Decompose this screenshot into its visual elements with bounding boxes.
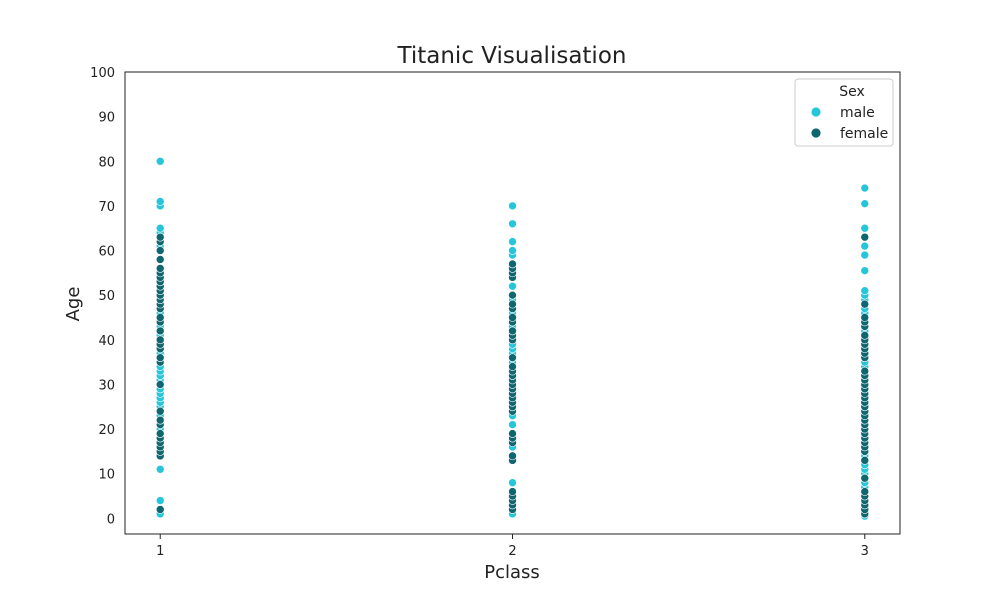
data-point-female <box>860 331 870 340</box>
legend-label-female: female <box>840 126 888 142</box>
data-point-male <box>508 219 517 229</box>
data-point-female <box>860 473 870 483</box>
x-axis-ticks: 1 2 3 <box>156 534 869 559</box>
y-tick-label: 50 <box>98 289 115 304</box>
data-point-female <box>508 451 517 461</box>
data-point-female <box>155 255 165 264</box>
data-point-male <box>155 223 165 233</box>
data-point-female <box>155 232 165 242</box>
data-point-female <box>155 380 165 389</box>
data-point-male <box>508 478 517 487</box>
data-point-male <box>860 223 870 233</box>
data-point-female <box>155 505 165 514</box>
legend-marker-male <box>810 106 822 118</box>
data-point-female <box>155 429 165 438</box>
data-point-male <box>508 246 517 255</box>
data-point-female <box>155 326 165 336</box>
data-point-female <box>508 326 517 336</box>
data-point-female <box>860 487 870 496</box>
data-point-male <box>860 183 870 193</box>
data-point-female <box>860 456 870 465</box>
data-point-male <box>860 266 870 275</box>
chart-title: Titanic Visualisation <box>397 43 627 69</box>
x-tick-label: 2 <box>508 544 516 559</box>
data-point-male <box>155 464 165 474</box>
data-point-female <box>860 299 870 309</box>
data-points <box>155 156 870 521</box>
legend-label-male: male <box>840 105 875 121</box>
data-point-female <box>155 246 165 255</box>
y-tick-label: 100 <box>90 66 115 81</box>
data-point-male <box>860 286 870 296</box>
data-point-female <box>155 415 165 425</box>
y-tick-label: 0 <box>107 512 115 527</box>
y-tick-label: 60 <box>98 245 115 260</box>
x-axis-label: Pclass <box>484 562 540 583</box>
data-point-female <box>508 290 517 300</box>
data-point-male <box>860 199 870 208</box>
data-point-male <box>508 420 517 429</box>
data-point-female <box>508 429 517 438</box>
data-point-female <box>155 406 165 416</box>
y-tick-label: 70 <box>98 200 115 215</box>
data-point-male <box>155 197 165 206</box>
x-tick-label: 3 <box>861 544 869 559</box>
data-point-male <box>155 496 165 505</box>
data-point-female <box>155 335 165 345</box>
data-point-female <box>508 353 517 362</box>
y-axis-label: Age <box>63 287 84 322</box>
data-point-female <box>860 313 870 322</box>
data-point-male <box>508 201 517 211</box>
legend-marker-female <box>810 127 822 139</box>
data-point-female <box>860 232 870 242</box>
legend-title: Sex <box>839 84 865 100</box>
data-point-female <box>508 487 517 496</box>
y-tick-label: 20 <box>98 423 115 438</box>
data-point-female <box>155 353 165 362</box>
y-tick-label: 10 <box>98 468 115 483</box>
y-tick-label: 30 <box>98 378 115 393</box>
data-point-male <box>860 250 870 260</box>
data-point-female <box>155 313 165 322</box>
y-axis-ticks: 0 10 20 30 40 50 60 70 80 90 100 <box>90 66 115 527</box>
data-point-female <box>508 362 517 371</box>
x-tick-label: 1 <box>156 544 164 559</box>
data-point-female <box>155 264 165 273</box>
y-tick-label: 80 <box>98 155 115 170</box>
data-point-male <box>860 241 870 251</box>
data-point-female <box>508 299 517 309</box>
data-point-male <box>508 281 517 291</box>
data-point-male <box>155 156 165 166</box>
data-point-female <box>860 366 870 376</box>
y-tick-label: 40 <box>98 334 115 349</box>
data-point-female <box>508 259 517 269</box>
legend: Sex male female <box>794 78 894 147</box>
data-point-female <box>508 313 517 322</box>
data-point-male <box>508 237 517 246</box>
y-tick-label: 90 <box>98 111 115 126</box>
